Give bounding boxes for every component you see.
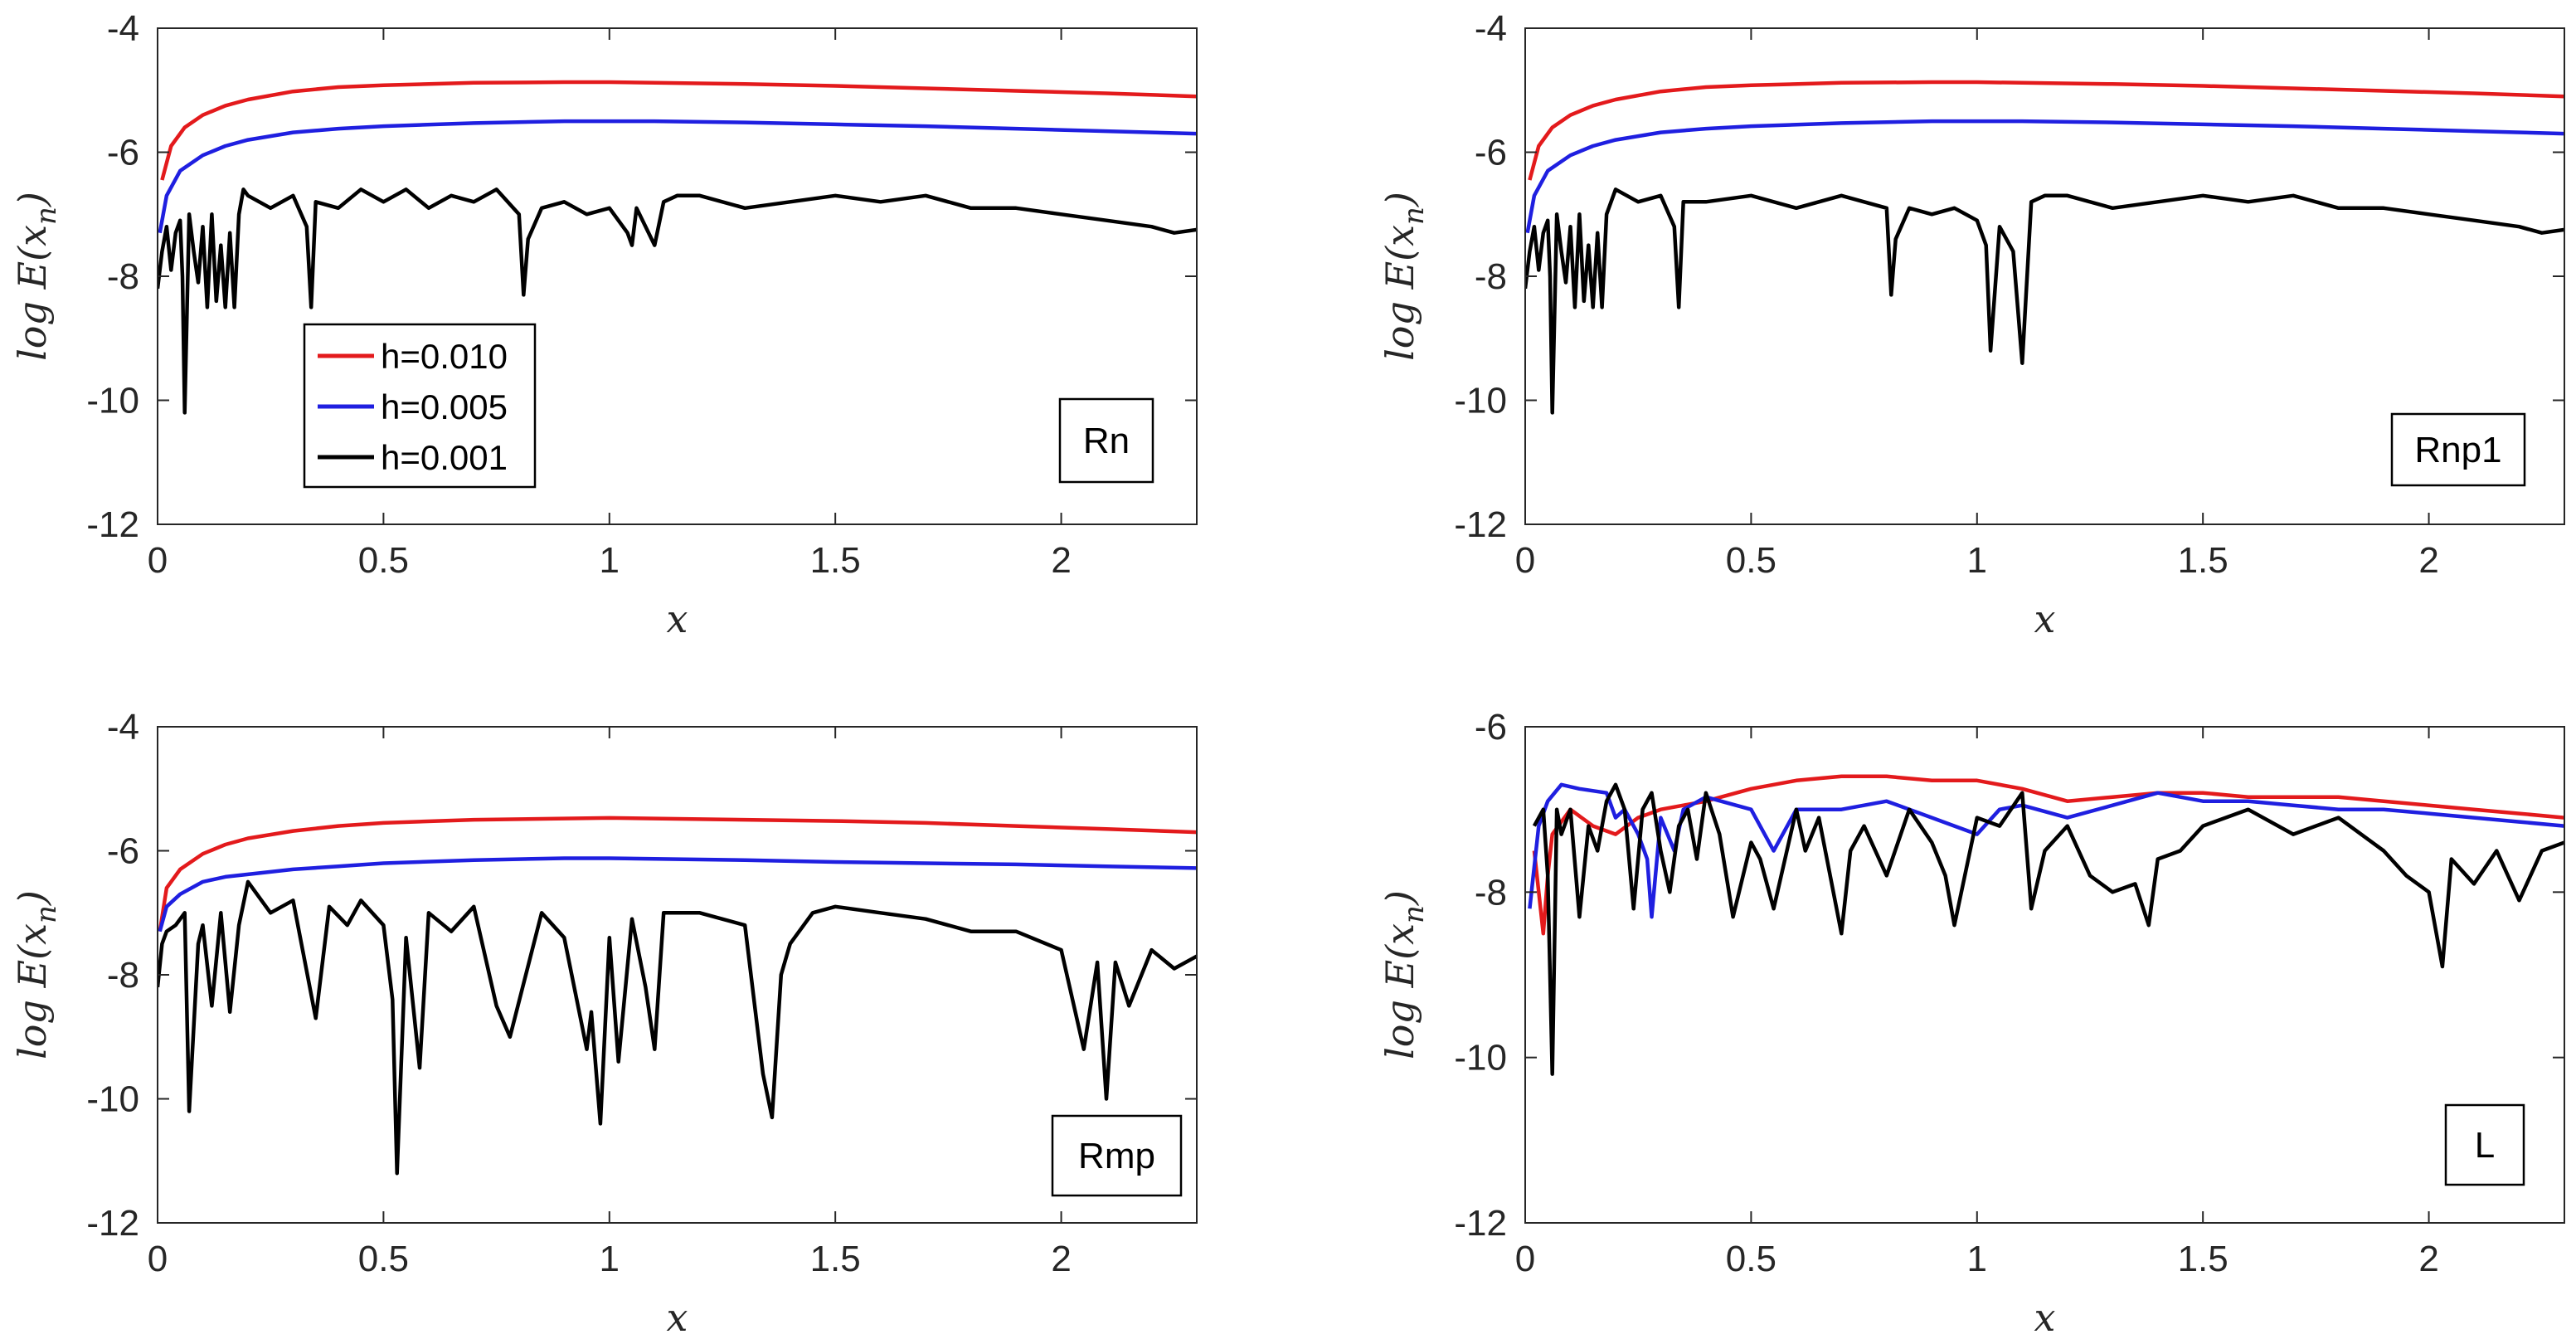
x-tick-label: 1 xyxy=(1967,1239,1987,1279)
y-axis-label: log E(xn) xyxy=(10,890,63,1059)
y-axis-label: log E(xn) xyxy=(10,192,63,361)
series-line-h-0_010 xyxy=(160,80,1197,181)
series-line-h-0_005 xyxy=(1528,782,2564,919)
y-tick-label: -6 xyxy=(1475,133,1507,173)
series-line-h-0_005 xyxy=(158,856,1197,933)
y-tick-label: -12 xyxy=(86,1203,139,1244)
x-tick-label: 1.5 xyxy=(2178,540,2228,581)
y-tick-label: -10 xyxy=(86,381,139,421)
x-tick-label: 1 xyxy=(600,1239,620,1279)
series-line-h-0_005 xyxy=(1525,119,2564,234)
panel-tag-label: Rn xyxy=(1083,421,1130,461)
x-tick-label: 0.5 xyxy=(358,540,409,581)
y-axis-label: log E(xn) xyxy=(1378,192,1431,361)
legend: h=0.010 h=0.005 h=0.001 xyxy=(303,323,537,489)
y-tick-label: -6 xyxy=(107,831,139,872)
x-tick-label: 2 xyxy=(2418,540,2438,581)
y-tick-label: -6 xyxy=(107,133,139,173)
x-tick-label: 2 xyxy=(1051,540,1071,581)
y-tick-label: -8 xyxy=(1475,872,1507,913)
panel-tag-label: Rnp1 xyxy=(2414,430,2501,470)
x-tick-label: 1.5 xyxy=(810,540,861,581)
series-line-h-0_010 xyxy=(1532,774,2564,936)
axes-box xyxy=(157,726,1198,1224)
x-tick-label: 0 xyxy=(148,1239,168,1279)
x-tick-label: 0.5 xyxy=(358,1239,409,1279)
panel-rn: 0 0.5 1 1.5 2 -12 -10 -8 -6 -4 x log E(xn) Rn h=0.010… xyxy=(10,8,1198,641)
panel-tag-label: L xyxy=(2475,1125,2495,1166)
y-tick-label: -4 xyxy=(107,8,139,49)
x-axis-label: x xyxy=(667,1295,688,1340)
x-tick-label: 2 xyxy=(2418,1239,2438,1279)
x-axis-label: x xyxy=(667,597,688,641)
x-tick-label: 0 xyxy=(1515,1239,1535,1279)
y-tick-label: -12 xyxy=(1454,504,1507,545)
x-tick-label: 0.5 xyxy=(1726,1239,1776,1279)
panel-tag-label: Rmp xyxy=(1078,1136,1155,1176)
panel-tag-box xyxy=(1051,1114,1183,1197)
panel-rmp: 0 0.5 1 1.5 2 -12 -10 -8 -6 -4 x log E(xn) Rmp xyxy=(10,707,1198,1340)
y-tick-label: -8 xyxy=(107,256,139,297)
x-tick-label: 1 xyxy=(600,540,620,581)
x-tick-label: 1 xyxy=(1967,540,1987,581)
y-tick-label: -6 xyxy=(1475,707,1507,747)
y-tick-label: -10 xyxy=(1454,1038,1507,1079)
panel-l: 0 0.5 1 1.5 2 -12 -10 -8 -6 x log E(xn) L xyxy=(1378,707,2565,1340)
y-tick-label: -4 xyxy=(1475,8,1507,49)
x-axis-label: x xyxy=(2034,597,2056,641)
panel-tag-box xyxy=(2390,412,2526,487)
y-tick-label: -12 xyxy=(86,504,139,545)
panel-rnp1: 0 0.5 1 1.5 2 -12 -10 -8 -6 -4 x log E(xn) Rnp1 xyxy=(1378,8,2565,641)
series-line-h-0_010 xyxy=(1528,80,2564,181)
panel-tag-box xyxy=(2444,1103,2525,1186)
y-axis-label: log E(xn) xyxy=(1378,890,1431,1059)
series-line-h-0_001 xyxy=(158,879,1197,1176)
axes-box xyxy=(1524,726,2565,1224)
legend-entry-label: h=0.005 xyxy=(381,387,508,426)
panel-tag-box xyxy=(1058,397,1154,484)
x-tick-label: 0 xyxy=(148,540,168,581)
y-tick-label: -8 xyxy=(107,955,139,996)
series-line-h-0_010 xyxy=(158,816,1197,933)
y-tick-label: -12 xyxy=(1454,1203,1507,1244)
y-tick-label: -8 xyxy=(1475,256,1507,297)
legend-entry-label: h=0.010 xyxy=(381,337,508,376)
y-tick-label: -10 xyxy=(86,1079,139,1120)
x-tick-label: 0 xyxy=(1515,540,1535,581)
series-line-h-0_001 xyxy=(158,187,1197,415)
y-tick-label: -10 xyxy=(1454,381,1507,421)
x-tick-label: 0.5 xyxy=(1726,540,1776,581)
x-tick-label: 2 xyxy=(1051,1239,1071,1279)
series-line-h-0_001 xyxy=(1532,782,2564,1076)
x-axis-label: x xyxy=(2034,1295,2056,1340)
x-tick-label: 1.5 xyxy=(2178,1239,2228,1279)
legend-entry-label: h=0.001 xyxy=(381,438,508,477)
series-line-h-0_005 xyxy=(158,119,1197,234)
y-tick-label: -4 xyxy=(107,707,139,747)
x-tick-label: 1.5 xyxy=(810,1239,861,1279)
series-line-h-0_001 xyxy=(1525,187,2564,415)
